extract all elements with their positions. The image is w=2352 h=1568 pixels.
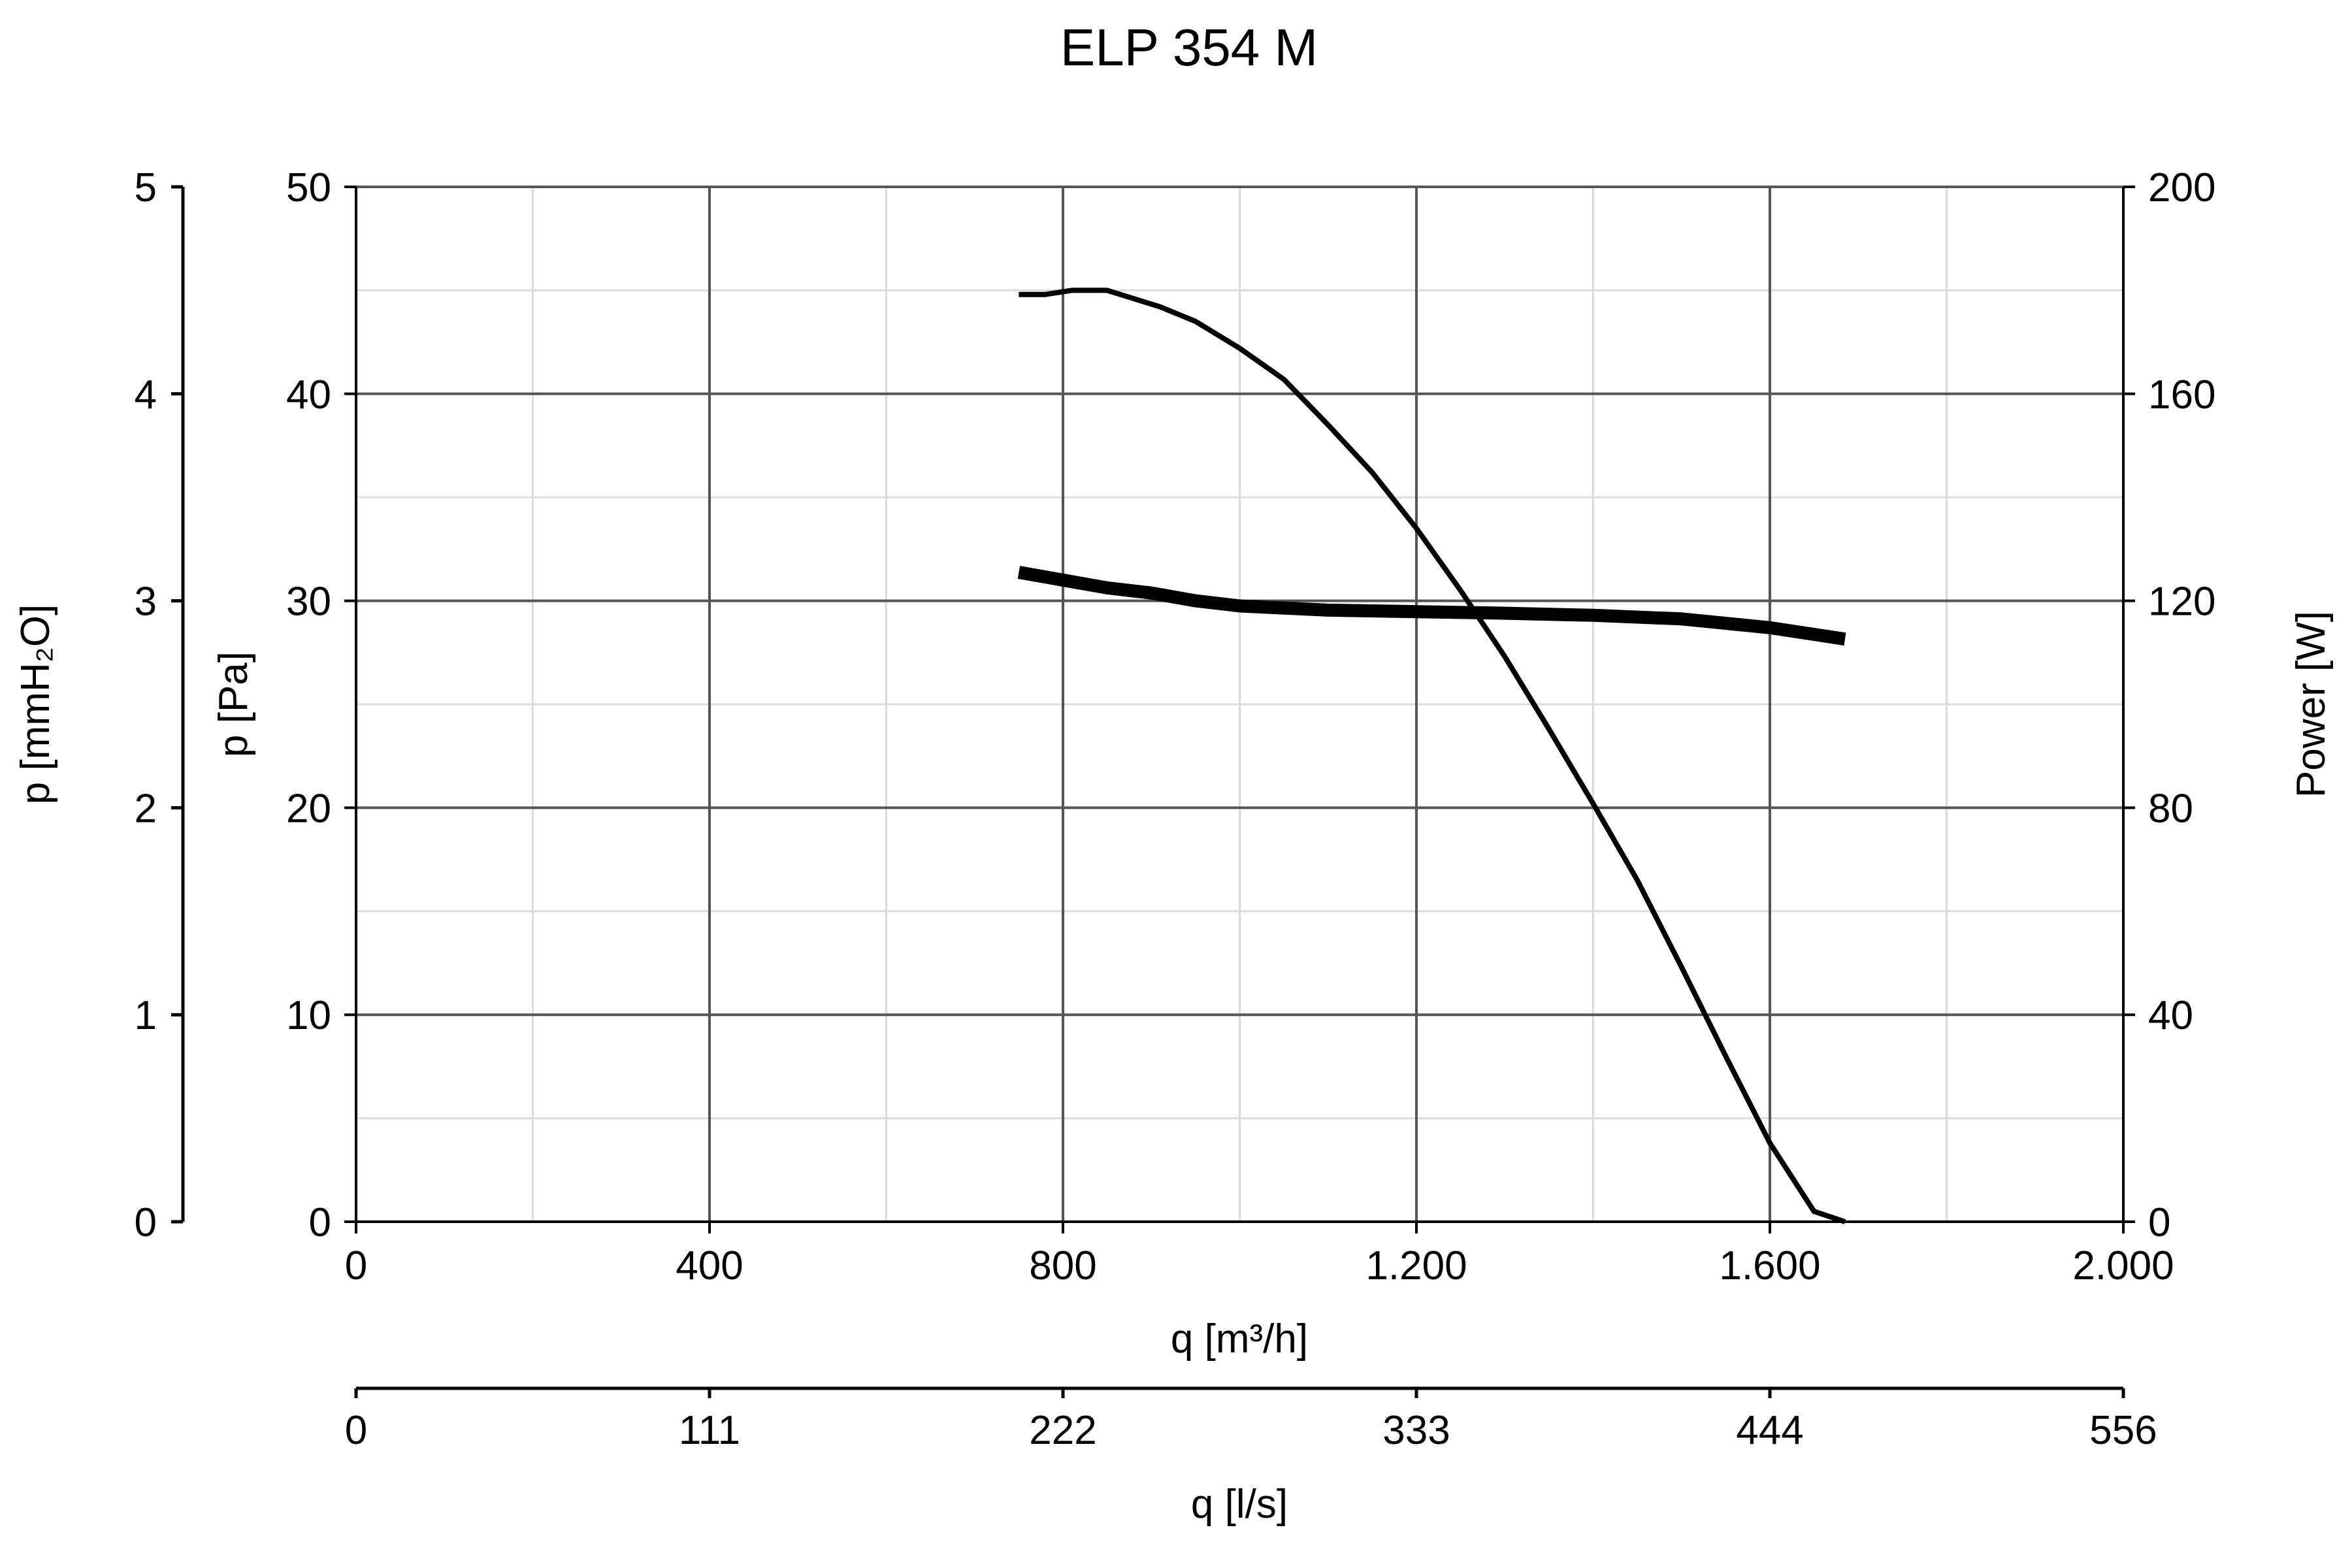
y-tick-label: 20 — [286, 786, 331, 831]
x-tick-label: 1.600 — [1719, 1243, 1820, 1288]
y2-tick-label: 120 — [2148, 580, 2215, 625]
x-axis-title: q [m³/h] — [1171, 1316, 1308, 1362]
mmh2o-tick-label: 3 — [135, 580, 157, 625]
y-tick-label: 50 — [286, 165, 331, 210]
mmh2o-axis-title: p [mmH₂O] — [13, 604, 58, 805]
x-tick-label: 800 — [1029, 1243, 1096, 1288]
y2-tick-label: 200 — [2148, 165, 2215, 210]
data-series — [1017, 287, 1846, 1224]
y2-tick-label: 0 — [2148, 1200, 2170, 1245]
y2-tick-label: 80 — [2148, 786, 2193, 831]
x2-tick-label: 111 — [679, 1408, 740, 1453]
y-tick-label: 40 — [286, 372, 331, 417]
x2-tick-label: 444 — [1736, 1408, 1803, 1453]
axes — [181, 187, 2125, 1390]
mmh2o-tick-label: 4 — [135, 372, 157, 417]
x-tick-label: 0 — [345, 1243, 367, 1288]
y2-axis-title: Power [W] — [2289, 611, 2334, 798]
y2-tick-label: 40 — [2148, 993, 2193, 1038]
axis-ticks — [171, 185, 2135, 1398]
mmh2o-tick-label: 0 — [135, 1200, 157, 1245]
mmh2o-tick-label: 5 — [135, 165, 157, 210]
y-tick-label: 0 — [309, 1200, 331, 1245]
mmh2o-tick-label: 2 — [135, 786, 157, 831]
mmh2o-tick-label: 1 — [135, 993, 157, 1038]
y2-tick-label: 160 — [2148, 372, 2215, 417]
y-tick-label: 30 — [286, 580, 331, 625]
power-curve — [1017, 566, 1846, 646]
x2-tick-label: 0 — [345, 1408, 367, 1453]
chart-title: ELP 354 M — [1060, 18, 1318, 76]
y-tick-label: 10 — [286, 993, 331, 1038]
x-tick-label: 1.200 — [1365, 1243, 1467, 1288]
minor-gridlines — [356, 187, 2123, 1222]
x-tick-label: 2.000 — [2072, 1243, 2174, 1288]
y-axis-title: p [Pa] — [211, 651, 256, 757]
x2-axis-title: q [l/s] — [1191, 1482, 1288, 1527]
x-tick-label: 400 — [676, 1243, 743, 1288]
pressure-curve — [1019, 287, 1846, 1224]
x2-tick-label: 556 — [2089, 1408, 2157, 1453]
x2-tick-label: 333 — [1382, 1408, 1450, 1453]
x2-tick-label: 222 — [1029, 1408, 1096, 1453]
